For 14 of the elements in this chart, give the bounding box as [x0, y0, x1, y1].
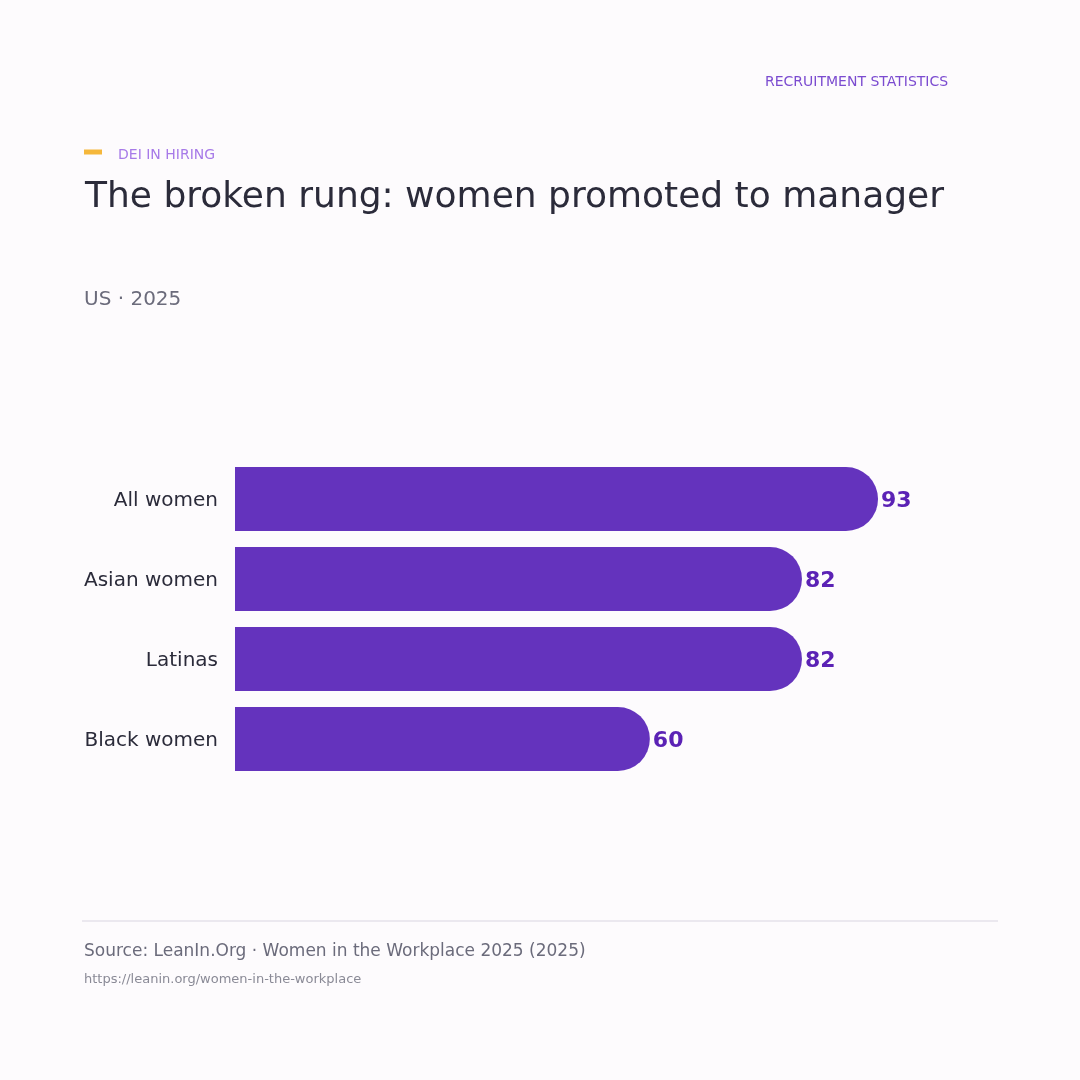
data-label: 93 [881, 486, 912, 512]
text: https://leanin.org/women-in-the-workplace [84, 971, 362, 986]
text: RECRUITMENT STATISTICS [765, 73, 949, 89]
y-tick-label: Latinas [145, 647, 218, 671]
chart-subtitle: US · 2025 [84, 286, 182, 310]
data-label: 82 [804, 566, 836, 592]
data-label: 60 [652, 726, 684, 752]
y-tick-label: Asian women [83, 567, 218, 591]
y-tick-label: All women [113, 487, 218, 511]
data-label: 82 [804, 646, 836, 672]
chart-title: The broken rung: women promoted to manager [84, 174, 945, 215]
text: DEI IN HIRING [118, 146, 216, 162]
y-tick-label: Black women [84, 727, 218, 751]
source-note: Source: LeanIn.Org · Women in the Workplace 2025 (2025) [84, 940, 586, 960]
